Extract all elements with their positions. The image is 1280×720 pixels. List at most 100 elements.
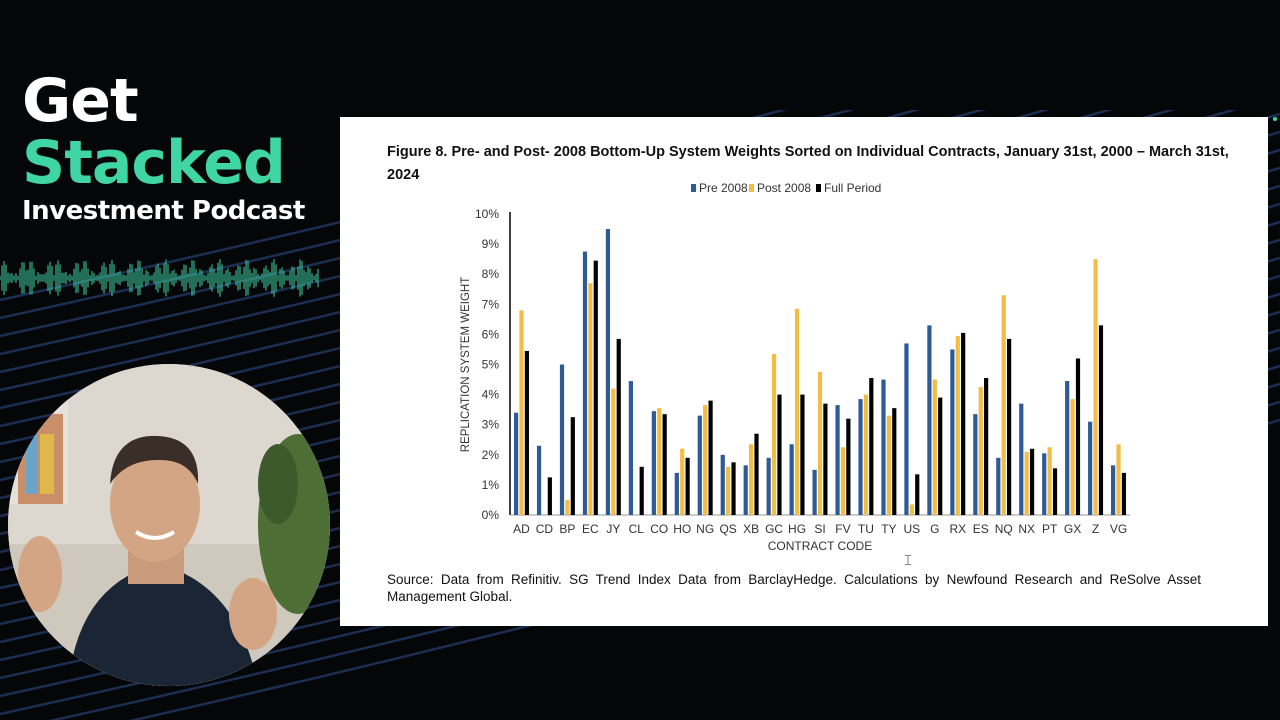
- x-tick-label: BP: [559, 522, 575, 536]
- bar-GC-2: [777, 394, 782, 515]
- bar-GC-0: [766, 457, 771, 515]
- legend-label: Full Period: [824, 181, 881, 195]
- bar-Z-1: [1093, 259, 1098, 515]
- bar-TU-0: [858, 399, 863, 515]
- y-tick-label: 3%: [482, 418, 500, 432]
- bar-NX-2: [1029, 448, 1035, 515]
- y-tick-label: 8%: [482, 267, 500, 281]
- y-tick-label: 7%: [482, 297, 500, 311]
- bar-BP-0: [559, 364, 565, 515]
- bar-CD-2: [547, 477, 552, 515]
- bar-NG-0: [697, 415, 702, 515]
- bar-HO-2: [685, 457, 690, 515]
- bar-AD-0: [513, 412, 519, 515]
- y-tick-label: 0%: [482, 508, 500, 522]
- bar-SI-0: [812, 469, 817, 515]
- bar-AD-1: [519, 310, 524, 515]
- bar-US-2: [915, 474, 920, 515]
- bar-SI-2: [823, 403, 828, 515]
- x-tick-label: FV: [835, 522, 850, 536]
- bar-FV-2: [846, 418, 851, 515]
- bar-BP-2: [570, 417, 575, 515]
- x-tick-label: TY: [881, 522, 896, 536]
- x-tick-label: NG: [696, 522, 714, 536]
- bar-GC-1: [771, 353, 777, 515]
- x-tick-label: RX: [949, 522, 966, 536]
- bar-XB-0: [743, 465, 748, 515]
- bar-AD-2: [524, 350, 529, 515]
- bar-NQ-0: [996, 457, 1001, 515]
- bar-US-0: [904, 343, 909, 515]
- bar-TU-1: [863, 394, 869, 515]
- bar-RX-1: [955, 335, 960, 515]
- bar-TY-0: [881, 379, 886, 515]
- bar-SI-1: [817, 372, 823, 515]
- bar-TU-2: [869, 378, 874, 515]
- legend-label: Post 2008: [757, 181, 811, 195]
- bar-NG-1: [703, 405, 708, 515]
- bar-EC-1: [588, 283, 593, 515]
- bar-G-0: [927, 325, 932, 515]
- bar-CD-0: [536, 445, 542, 515]
- bar-TY-1: [886, 415, 891, 515]
- bar-GX-2: [1075, 358, 1081, 515]
- scroll-indicator: [1273, 117, 1277, 121]
- bar-CO-1: [657, 408, 662, 515]
- bar-PT-1: [1047, 447, 1052, 515]
- bar-NG-2: [708, 400, 713, 515]
- bar-QS-2: [731, 462, 736, 515]
- bar-RX-2: [961, 332, 966, 515]
- bar-HO-1: [680, 448, 685, 515]
- bar-CL-2: [639, 466, 644, 515]
- y-tick-label: 6%: [482, 327, 500, 341]
- x-tick-label: ES: [973, 522, 989, 536]
- bar-JY-0: [605, 229, 611, 516]
- x-tick-label: CD: [536, 522, 554, 536]
- bar-NX-0: [1019, 403, 1024, 515]
- logo-line-get: Get: [22, 66, 139, 136]
- bar-Z-0: [1088, 421, 1093, 515]
- bar-Z-2: [1098, 325, 1104, 515]
- bar-XB-1: [749, 444, 754, 515]
- bar-QS-0: [720, 454, 725, 515]
- legend-swatch: [816, 184, 821, 192]
- podcast-logo: Get Stacked Investment Podcast: [22, 70, 305, 226]
- bar-CL-0: [628, 381, 633, 515]
- text-cursor-icon: [905, 555, 911, 565]
- bar-NQ-2: [1007, 338, 1012, 515]
- x-tick-label: SI: [814, 522, 825, 536]
- x-tick-label: AD: [513, 522, 530, 536]
- bar-JY-2: [616, 338, 621, 515]
- figure-title: Figure 8. Pre- and Post- 2008 Bottom-Up …: [387, 144, 1229, 183]
- bar-HO-0: [674, 472, 679, 515]
- x-tick-label: Z: [1092, 522, 1099, 536]
- bar-FV-0: [835, 405, 840, 515]
- legend-label: Pre 2008: [699, 181, 748, 195]
- bar-PT-2: [1052, 468, 1058, 515]
- host-webcam-video: [8, 364, 330, 686]
- bar-ES-2: [984, 378, 989, 515]
- x-tick-label: VG: [1110, 522, 1127, 536]
- y-tick-label: 10%: [475, 207, 499, 221]
- bar-ES-0: [973, 414, 978, 515]
- x-tick-label: JY: [606, 522, 620, 536]
- y-tick-label: 1%: [482, 478, 500, 492]
- y-tick-label: 9%: [482, 237, 500, 251]
- bar-GX-1: [1070, 399, 1075, 515]
- y-tick-label: 5%: [482, 358, 500, 372]
- x-tick-label: HO: [673, 522, 691, 536]
- bar-PT-0: [1042, 453, 1047, 515]
- bar-FV-1: [840, 447, 846, 515]
- legend-swatch: [749, 184, 754, 192]
- x-tick-label: NX: [1018, 522, 1035, 536]
- bar-TY-2: [892, 408, 897, 515]
- bar-CO-2: [662, 414, 667, 515]
- bar-QS-1: [726, 466, 731, 515]
- bar-RX-0: [950, 349, 955, 515]
- bar-XB-2: [754, 433, 759, 515]
- bar-HG-1: [794, 308, 800, 515]
- bar-NQ-1: [1001, 295, 1006, 515]
- x-tick-label: G: [930, 522, 939, 536]
- bar-BP-1: [565, 499, 570, 515]
- bar-VG-0: [1111, 465, 1116, 515]
